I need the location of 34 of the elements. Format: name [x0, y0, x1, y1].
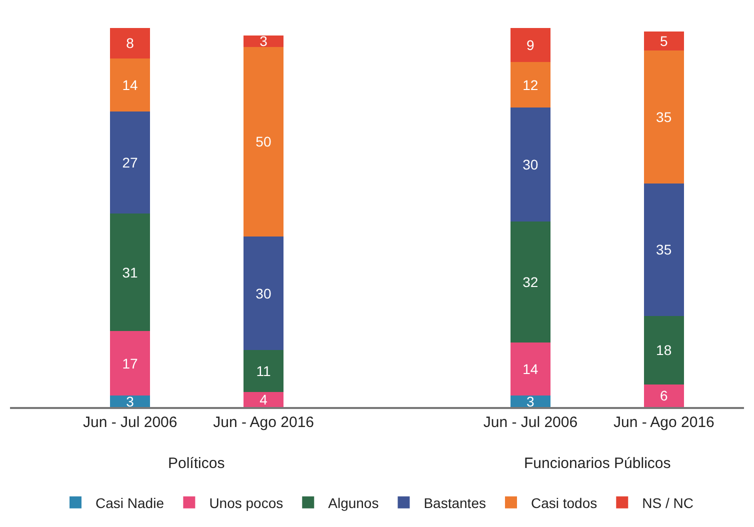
data-label: 50 [256, 134, 272, 150]
x-tick-label: Jun - Ago 2016 [613, 414, 714, 431]
data-label: 6 [660, 388, 668, 404]
legend-label: Bastantes [424, 494, 486, 511]
data-label: 9 [526, 37, 534, 54]
x-tick-label: Jun - Jul 2006 [82, 414, 178, 431]
data-label: 30 [256, 285, 272, 302]
data-label: 30 [522, 156, 538, 172]
data-label: 17 [122, 355, 138, 372]
legend-label: Algunos [328, 494, 379, 511]
data-label: 5 [660, 33, 668, 50]
data-label: 3 [260, 33, 268, 50]
data-label: 32 [522, 274, 538, 290]
x-tick-label: Jun - Ago 2016 [213, 414, 314, 431]
data-label: 18 [656, 342, 672, 358]
data-label: 3 [126, 393, 134, 410]
legend-label: NS / NC [642, 494, 694, 511]
data-label: 11 [256, 362, 271, 379]
data-label: 14 [522, 361, 538, 378]
data-label: 27 [122, 154, 138, 171]
data-label: 31 [122, 264, 138, 280]
legend-label: Casi todos [530, 494, 598, 511]
data-label: 12 [522, 76, 538, 93]
data-label: 4 [260, 391, 268, 408]
text: Políticos [168, 455, 225, 472]
text: Funcionarios Públicos [524, 455, 671, 472]
data-label: 35 [656, 242, 672, 258]
legend-label: Unos pocos [209, 494, 284, 511]
data-label: 14 [122, 76, 138, 93]
data-label: 3 [526, 393, 534, 410]
data-label: 35 [656, 109, 672, 126]
data-label: 8 [126, 35, 134, 52]
legend-label: Casi Nadie [96, 494, 164, 511]
x-tick-label: Jun - Jul 2006 [483, 414, 578, 431]
